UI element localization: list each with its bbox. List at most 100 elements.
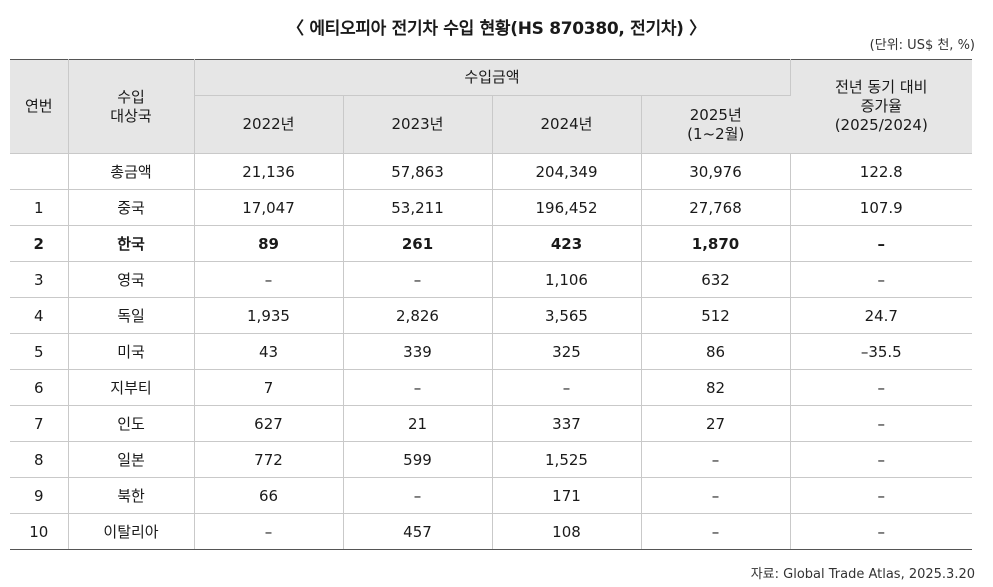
cell-no: 5 (10, 333, 69, 370)
cell-y2023: – (343, 369, 493, 406)
table-row: 6 지부티 7– –82– (10, 369, 973, 406)
cell-y2024: 1,106 (492, 261, 642, 298)
cell-y2024: 1,525 (492, 441, 642, 478)
cell-y2025: 30,976 (641, 153, 791, 190)
cell-y2025: 82 (641, 369, 791, 406)
cell-no: 9 (10, 477, 69, 514)
table-row: 총금액 21,136 57,863 204,349 30,976 122.8 (10, 153, 973, 190)
cell-y2023: 339 (343, 333, 493, 370)
table-row: 5 미국 43 339 325 86 –35.5 (10, 333, 973, 370)
cell-no: 4 (10, 297, 69, 334)
cell-no: 1 (10, 189, 69, 226)
cell-country: 영국 (68, 261, 195, 298)
cell-y2025: 27 (641, 405, 791, 442)
cell-no: 2 (10, 225, 69, 262)
cell-y2023: 21 (343, 405, 493, 442)
cell-y2024: 325 (492, 333, 642, 370)
header-growth: 전년 동기 대비 증가율 (2025/2024) (790, 59, 973, 154)
cell-y2023: 2,826 (343, 297, 493, 334)
cell-country: 일본 (68, 441, 195, 478)
cell-y2023: 53,211 (343, 189, 493, 226)
cell-growth: – (790, 405, 973, 442)
header-2025: 2025년 (1~2월) (641, 95, 791, 154)
cell-y2023: – (343, 477, 493, 514)
cell-growth: – (790, 477, 973, 514)
table-row: 7 인도 627 21 337 27– (10, 405, 973, 442)
header-no: 연번 (10, 59, 69, 154)
cell-country: 인도 (68, 405, 195, 442)
cell-y2023: 599 (343, 441, 493, 478)
cell-y2023: 57,863 (343, 153, 493, 190)
cell-country: 지부티 (68, 369, 195, 406)
cell-no: 8 (10, 441, 69, 478)
header-country: 수입 대상국 (68, 59, 195, 154)
cell-y2024: 171 (492, 477, 642, 514)
header-2024: 2024년 (492, 95, 642, 154)
cell-y2022: 772 (194, 441, 344, 478)
cell-no: 3 (10, 261, 69, 298)
cell-growth: 24.7 (790, 297, 973, 334)
cell-y2025: 1,870 (641, 225, 791, 262)
cell-y2022: 7 (194, 369, 344, 406)
cell-growth: – (790, 369, 973, 406)
cell-growth: –35.5 (790, 333, 973, 370)
cell-country: 미국 (68, 333, 195, 370)
cell-y2022: 17,047 (194, 189, 344, 226)
import-table: 연번 수입 대상국 수입금액 전년 동기 대비 증가율 (2025/2024) … (10, 59, 973, 550)
cell-country: 중국 (68, 189, 195, 226)
source-note: 자료: Global Trade Atlas, 2025.3.20 (750, 567, 975, 582)
table-title: 〈 에티오피아 전기차 수입 현황(HS 870380, 전기차) 〉 (287, 19, 706, 39)
cell-y2025: 86 (641, 333, 791, 370)
unit-note: (단위: US$ 천, %) (869, 38, 975, 53)
header-2023: 2023년 (343, 95, 493, 154)
table-row: 10 이탈리아 –457 108– – (10, 513, 973, 550)
cell-y2025: – (641, 513, 791, 550)
cell-country: 총금액 (68, 153, 195, 190)
cell-y2024: 423 (492, 225, 642, 262)
cell-y2025: 632 (641, 261, 791, 298)
cell-growth: – (790, 261, 973, 298)
cell-y2023: 457 (343, 513, 493, 550)
cell-y2025: 512 (641, 297, 791, 334)
cell-growth: 122.8 (790, 153, 973, 190)
cell-y2025: 27,768 (641, 189, 791, 226)
table-row: 1 중국 17,047 53,211 196,452 27,768 107.9 (10, 189, 973, 226)
cell-y2022: – (194, 513, 344, 550)
header-2022: 2022년 (194, 95, 344, 154)
cell-y2022: 627 (194, 405, 344, 442)
cell-country: 이탈리아 (68, 513, 195, 550)
cell-growth: 107.9 (790, 189, 973, 226)
table-row: 9 북한 66–171– – (10, 477, 973, 514)
cell-no: 7 (10, 405, 69, 442)
cell-y2024: 204,349 (492, 153, 642, 190)
table-row: 4 독일 1,935 2,826 3,565 512 24.7 (10, 297, 973, 334)
cell-y2023: – (343, 261, 493, 298)
cell-country: 한국 (68, 225, 195, 262)
table-row: 2 한국 89 261 423 1,870– (10, 225, 973, 262)
cell-country: 북한 (68, 477, 195, 514)
cell-y2024: 3,565 (492, 297, 642, 334)
table-row: 3 영국 – –1,106 632– (10, 261, 973, 298)
cell-y2022: 1,935 (194, 297, 344, 334)
cell-no (10, 153, 69, 190)
cell-y2024: 196,452 (492, 189, 642, 226)
cell-y2025: – (641, 441, 791, 478)
cell-y2024: 337 (492, 405, 642, 442)
cell-no: 6 (10, 369, 69, 406)
cell-country: 독일 (68, 297, 195, 334)
table-row: 8 일본 772 599 1,525– – (10, 441, 973, 478)
cell-growth: – (790, 441, 973, 478)
cell-y2022: 43 (194, 333, 344, 370)
cell-y2024: 108 (492, 513, 642, 550)
cell-y2023: 261 (343, 225, 493, 262)
cell-y2022: 21,136 (194, 153, 344, 190)
cell-no: 10 (10, 513, 69, 550)
header-amount-group: 수입금액 (194, 59, 791, 96)
cell-y2022: 89 (194, 225, 344, 262)
cell-y2022: 66 (194, 477, 344, 514)
cell-y2022: – (194, 261, 344, 298)
cell-growth: – (790, 225, 973, 262)
cell-y2025: – (641, 477, 791, 514)
cell-y2024: – (492, 369, 642, 406)
cell-growth: – (790, 513, 973, 550)
